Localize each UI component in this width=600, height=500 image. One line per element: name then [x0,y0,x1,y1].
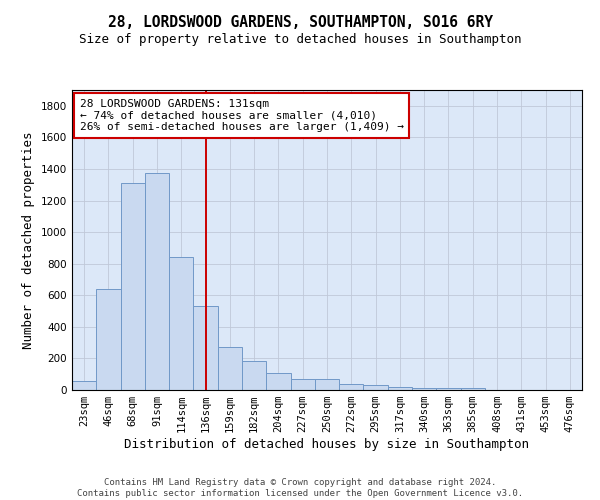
Text: Contains HM Land Registry data © Crown copyright and database right 2024.
Contai: Contains HM Land Registry data © Crown c… [77,478,523,498]
Bar [121,183,145,390]
Y-axis label: Number of detached properties: Number of detached properties [22,131,35,349]
Bar [339,384,364,390]
Bar [145,173,169,390]
Bar [96,289,121,390]
Bar [242,361,266,390]
Text: Size of property relative to detached houses in Southampton: Size of property relative to detached ho… [79,32,521,46]
Bar [290,380,315,390]
Bar [364,385,388,390]
Bar [169,256,193,390]
Bar [72,382,96,390]
Text: 28, LORDSWOOD GARDENS, SOUTHAMPTON, SO16 6RY: 28, LORDSWOOD GARDENS, SOUTHAMPTON, SO16… [107,15,493,30]
Bar [218,346,242,390]
Bar [266,374,290,390]
Bar [436,388,461,390]
X-axis label: Distribution of detached houses by size in Southampton: Distribution of detached houses by size … [125,438,530,451]
Bar [315,380,339,390]
Bar [461,388,485,390]
Bar [412,388,436,390]
Text: 28 LORDSWOOD GARDENS: 131sqm
← 74% of detached houses are smaller (4,010)
26% of: 28 LORDSWOOD GARDENS: 131sqm ← 74% of de… [80,99,404,132]
Bar [388,387,412,390]
Bar [193,306,218,390]
